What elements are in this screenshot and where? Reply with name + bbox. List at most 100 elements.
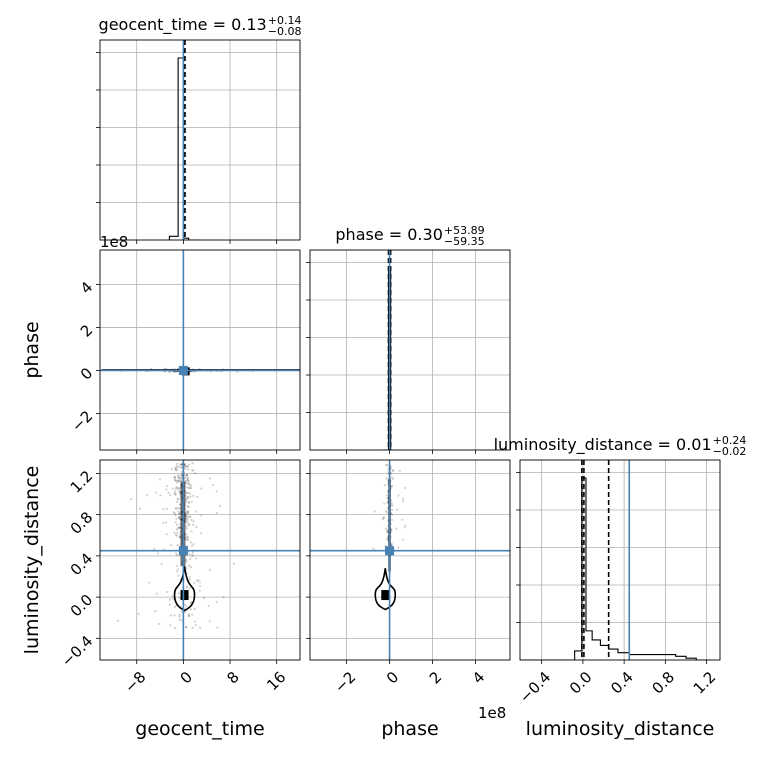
sample-point [187,501,190,504]
sample-point [159,494,162,497]
sample-point [199,626,202,629]
sample-point [189,565,192,569]
sample-point [137,612,140,615]
sample-point [185,486,189,489]
sample-point [193,581,196,584]
histogram-luminosity_distance [520,460,711,660]
x-tick-label: 4 [469,668,488,687]
sample-point [180,479,183,483]
y-tick-label: −0.4 [58,632,96,670]
sample-point [195,525,198,529]
x-tick-label: 0.0 [566,668,596,698]
title-upper-error: +0.24 [713,434,747,447]
sample-point [168,598,172,601]
sample-point [174,487,178,490]
sample-point [185,500,188,503]
sample-point [177,526,181,529]
sample-point [401,518,404,521]
contour-geocent-distance [173,566,196,612]
truth-marker [385,546,395,556]
sample-point [178,613,181,616]
sample-point [172,511,176,514]
sample-point [167,491,170,494]
sample-point [130,498,133,501]
sample-point [178,503,182,506]
sample-point [191,626,194,630]
sample-point [384,510,388,513]
sample-point [186,477,189,481]
sample-point [153,547,156,550]
sample-point [180,619,183,622]
sample-point [373,510,376,513]
sample-point [173,491,176,495]
sample-point [188,564,191,567]
sample-point [175,528,178,531]
sample-point [162,521,165,524]
sample-point [184,474,187,477]
x-tick-label: 16 [263,668,289,694]
sample-point [188,492,192,495]
sample-point [180,610,183,613]
sample-point [174,466,177,469]
sample-point [175,464,179,468]
sample-point [198,584,202,588]
truth-luminosity_distance-geocent_time [100,460,300,660]
sample-point [384,463,388,467]
truth-marker [178,546,188,556]
sample-point [403,526,406,529]
sample-point [215,600,218,603]
sample-point [190,469,194,472]
sample-point [177,486,180,489]
sample-point [187,511,190,514]
sample-point [177,480,180,483]
sample-point [183,462,187,466]
sample-point [385,511,388,514]
sample-point [189,557,192,560]
sample-point [385,529,388,532]
sample-point [198,589,201,592]
sample-point [186,505,189,508]
panel-frame [99,39,301,241]
sample-point [186,479,189,482]
sample-point [208,477,211,480]
sample-point [197,579,200,582]
title-geocent_time: geocent_time = 0.13 +0.14−0.08 [99,14,302,38]
title-main: geocent_time = 0.13 [99,15,267,35]
sample-point [178,479,181,482]
sample-point [196,495,199,498]
sample-point [186,478,189,482]
sample-point [191,544,194,547]
sample-point [180,466,183,470]
truth-marker [178,365,188,375]
panel-frame [99,459,301,661]
sample-point [385,494,389,497]
y-tick-label: 0.0 [67,591,97,621]
sample-point [208,569,212,572]
sample-point [178,517,181,520]
sample-point [383,502,386,505]
x-axis-label-luminosity_distance: luminosity_distance [526,718,715,740]
sample-point [173,512,176,515]
sample-point [390,503,393,506]
sample-point [188,486,191,490]
x-axis-label-geocent_time: geocent_time [135,718,264,740]
sample-point [175,570,179,573]
sample-point [186,476,190,479]
sample-point [188,487,191,490]
sample-point [186,496,189,499]
sample-point [193,472,197,475]
sample-point [386,530,389,533]
sample-point [116,619,119,622]
sample-point [185,527,188,530]
sample-point [215,490,218,493]
sample-point [198,581,201,584]
sample-point [177,474,180,477]
sample-point [177,466,180,469]
sample-point [195,557,198,560]
sample-point [186,474,189,477]
sample-point [146,493,149,497]
x-tick-label: 0 [177,668,196,687]
sample-point [186,491,189,494]
sample-point [207,604,210,608]
